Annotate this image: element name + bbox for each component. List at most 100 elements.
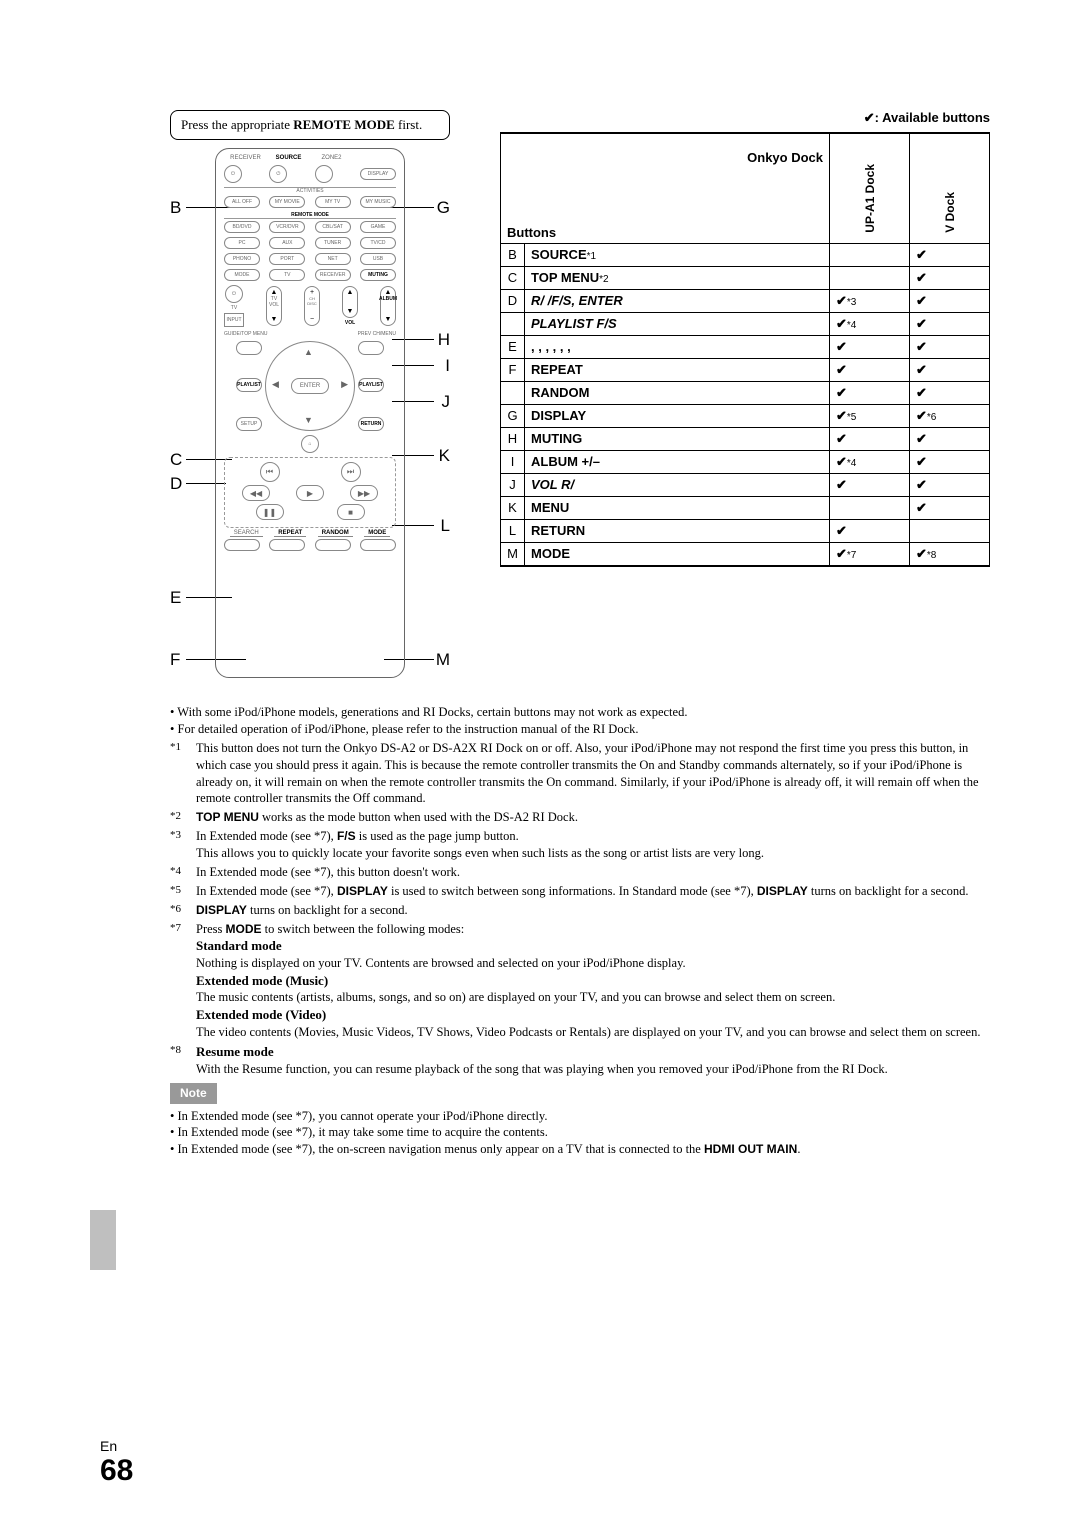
th-col1: UP-A1 Dock <box>863 164 877 233</box>
row-col1: ✔ <box>830 519 910 542</box>
color4-btn <box>360 539 396 551</box>
arrow-left-icon: ◀ <box>272 379 279 390</box>
row-name: RANDOM <box>525 381 830 404</box>
note-bullet: In Extended mode (see *7), the on-screen… <box>170 1141 990 1158</box>
table-row: DR/ /F/S, ENTER✔*3✔ <box>501 289 990 312</box>
input-btn: INPUT <box>224 313 244 327</box>
arrow-up-icon: ▲ <box>304 347 313 357</box>
table-row: JVOL R/✔✔ <box>501 473 990 496</box>
row-col2: ✔ <box>910 473 990 496</box>
lbl-search: SEARCH <box>230 530 263 537</box>
aux-btn: AUX <box>269 237 305 249</box>
mymovie-btn: MY MOVIE <box>269 196 305 208</box>
buttons-table: Onkyo Dock Buttons UP-A1 Dock V Dock BSO… <box>500 132 990 567</box>
receiver-btn: RECEIVER <box>315 269 351 281</box>
playlist-left-btn: PLAYLIST <box>236 378 262 392</box>
row-name: SOURCE*1 <box>525 243 830 266</box>
lbl-mode: MODE <box>364 530 390 537</box>
row-col1: ✔ <box>830 335 910 358</box>
footnote: *6DISPLAY turns on backlight for a secon… <box>170 902 990 919</box>
table-row: PLAYLIST F/S✔*4✔ <box>501 312 990 335</box>
press-bold: REMOTE MODE <box>293 117 394 132</box>
note-bullet: In Extended mode (see *7), it may take s… <box>170 1124 990 1141</box>
mode-text: Nothing is displayed on your TV. Content… <box>196 955 990 972</box>
skip-back-icon: ⏮ <box>260 462 280 482</box>
zone2-btn <box>315 165 333 183</box>
setup-btn: SETUP <box>236 417 262 431</box>
lbl-vol: VOL <box>345 320 355 326</box>
pc-btn: PC <box>224 237 260 249</box>
mode-header: Standard mode <box>196 937 990 955</box>
display-btn: DISPLAY <box>360 168 396 180</box>
row-name: VOL R/ <box>525 473 830 496</box>
callout-H: H <box>438 330 450 350</box>
row-col2: ✔ <box>910 312 990 335</box>
row-col1 <box>830 266 910 289</box>
row-col1: ✔*5 <box>830 404 910 427</box>
row-col2: ✔ <box>910 450 990 473</box>
table-row: MMODE✔*7✔*8 <box>501 542 990 566</box>
menu-corner-btn <box>358 341 384 355</box>
tuner-btn: TUNER <box>315 237 351 249</box>
th-group: Onkyo Dock <box>507 150 823 165</box>
lbl-random: RANDOM <box>318 530 353 537</box>
row-col1 <box>830 243 910 266</box>
row-col2: ✔ <box>910 335 990 358</box>
row-name: MUTING <box>525 427 830 450</box>
lbl-tv: TV <box>231 305 237 311</box>
row-letter: F <box>501 358 525 381</box>
row-col1: ✔*4 <box>830 312 910 335</box>
row-letter: I <box>501 450 525 473</box>
callout-J: J <box>442 392 451 412</box>
port-btn: PORT <box>269 253 305 265</box>
row-col1: ✔*4 <box>830 450 910 473</box>
callout-F: F <box>170 650 180 670</box>
topmenu-corner-btn <box>236 341 262 355</box>
row-letter: J <box>501 473 525 496</box>
table-row: GDISPLAY✔*5✔*6 <box>501 404 990 427</box>
mode-header: Extended mode (Video) <box>196 1006 990 1024</box>
footnote: *8Resume modeWith the Resume function, y… <box>170 1043 990 1078</box>
callout-L: L <box>441 516 450 536</box>
table-row: E, , , , , ,✔✔ <box>501 335 990 358</box>
press-prefix: Press the appropriate <box>181 117 293 132</box>
th-buttons: Buttons <box>507 225 823 240</box>
row-letter: H <box>501 427 525 450</box>
notes-section: With some iPod/iPhone models, generation… <box>170 704 990 1158</box>
footnote: *1This button does not turn the Onkyo DS… <box>170 740 990 808</box>
note-bullet: For detailed operation of iPod/iPhone, p… <box>170 721 990 738</box>
mode-text: The music contents (artists, albums, son… <box>196 989 990 1006</box>
callout-K: K <box>439 446 450 466</box>
row-letter: D <box>501 289 525 312</box>
callout-G: G <box>437 198 450 218</box>
stop-icon: ■ <box>337 504 365 520</box>
vcrdvr-btn: VCR/DVR <box>269 221 305 233</box>
table-row: KMENU✔ <box>501 496 990 519</box>
footnote: *4In Extended mode (see *7), this button… <box>170 864 990 881</box>
lbl-prevch: PREV CH/MENU <box>358 331 396 337</box>
row-letter: E <box>501 335 525 358</box>
lbl-repeat: REPEAT <box>274 530 306 537</box>
callout-B: B <box>170 198 181 218</box>
color2-btn <box>269 539 305 551</box>
ffwd-icon: ▶▶ <box>350 485 378 501</box>
row-name: MENU <box>525 496 830 519</box>
bddvd-btn: BD/DVD <box>224 221 260 233</box>
phono-btn: PHONO <box>224 253 260 265</box>
color1-btn <box>224 539 260 551</box>
source-power-icon: ⏻ <box>269 165 287 183</box>
play-icon: ▶ <box>296 485 324 501</box>
footnote: *7Press MODE to switch between the follo… <box>170 921 990 938</box>
row-name: ALBUM +/– <box>525 450 830 473</box>
mode-text: The video contents (Movies, Music Videos… <box>196 1024 990 1041</box>
row-name: PLAYLIST F/S <box>525 312 830 335</box>
row-letter <box>501 312 525 335</box>
table-row: LRETURN✔ <box>501 519 990 542</box>
table-column: ✔: Available buttons Onkyo Dock Buttons … <box>500 110 990 678</box>
lbl-source: SOURCE <box>267 155 310 161</box>
remote-column: Press the appropriate REMOTE MODE first.… <box>170 110 450 678</box>
page-lang: En <box>100 1438 133 1454</box>
footnote: *5In Extended mode (see *7), DISPLAY is … <box>170 883 990 900</box>
table-row: BSOURCE*1✔ <box>501 243 990 266</box>
lbl-activities: ACTIVITIES <box>224 187 396 194</box>
